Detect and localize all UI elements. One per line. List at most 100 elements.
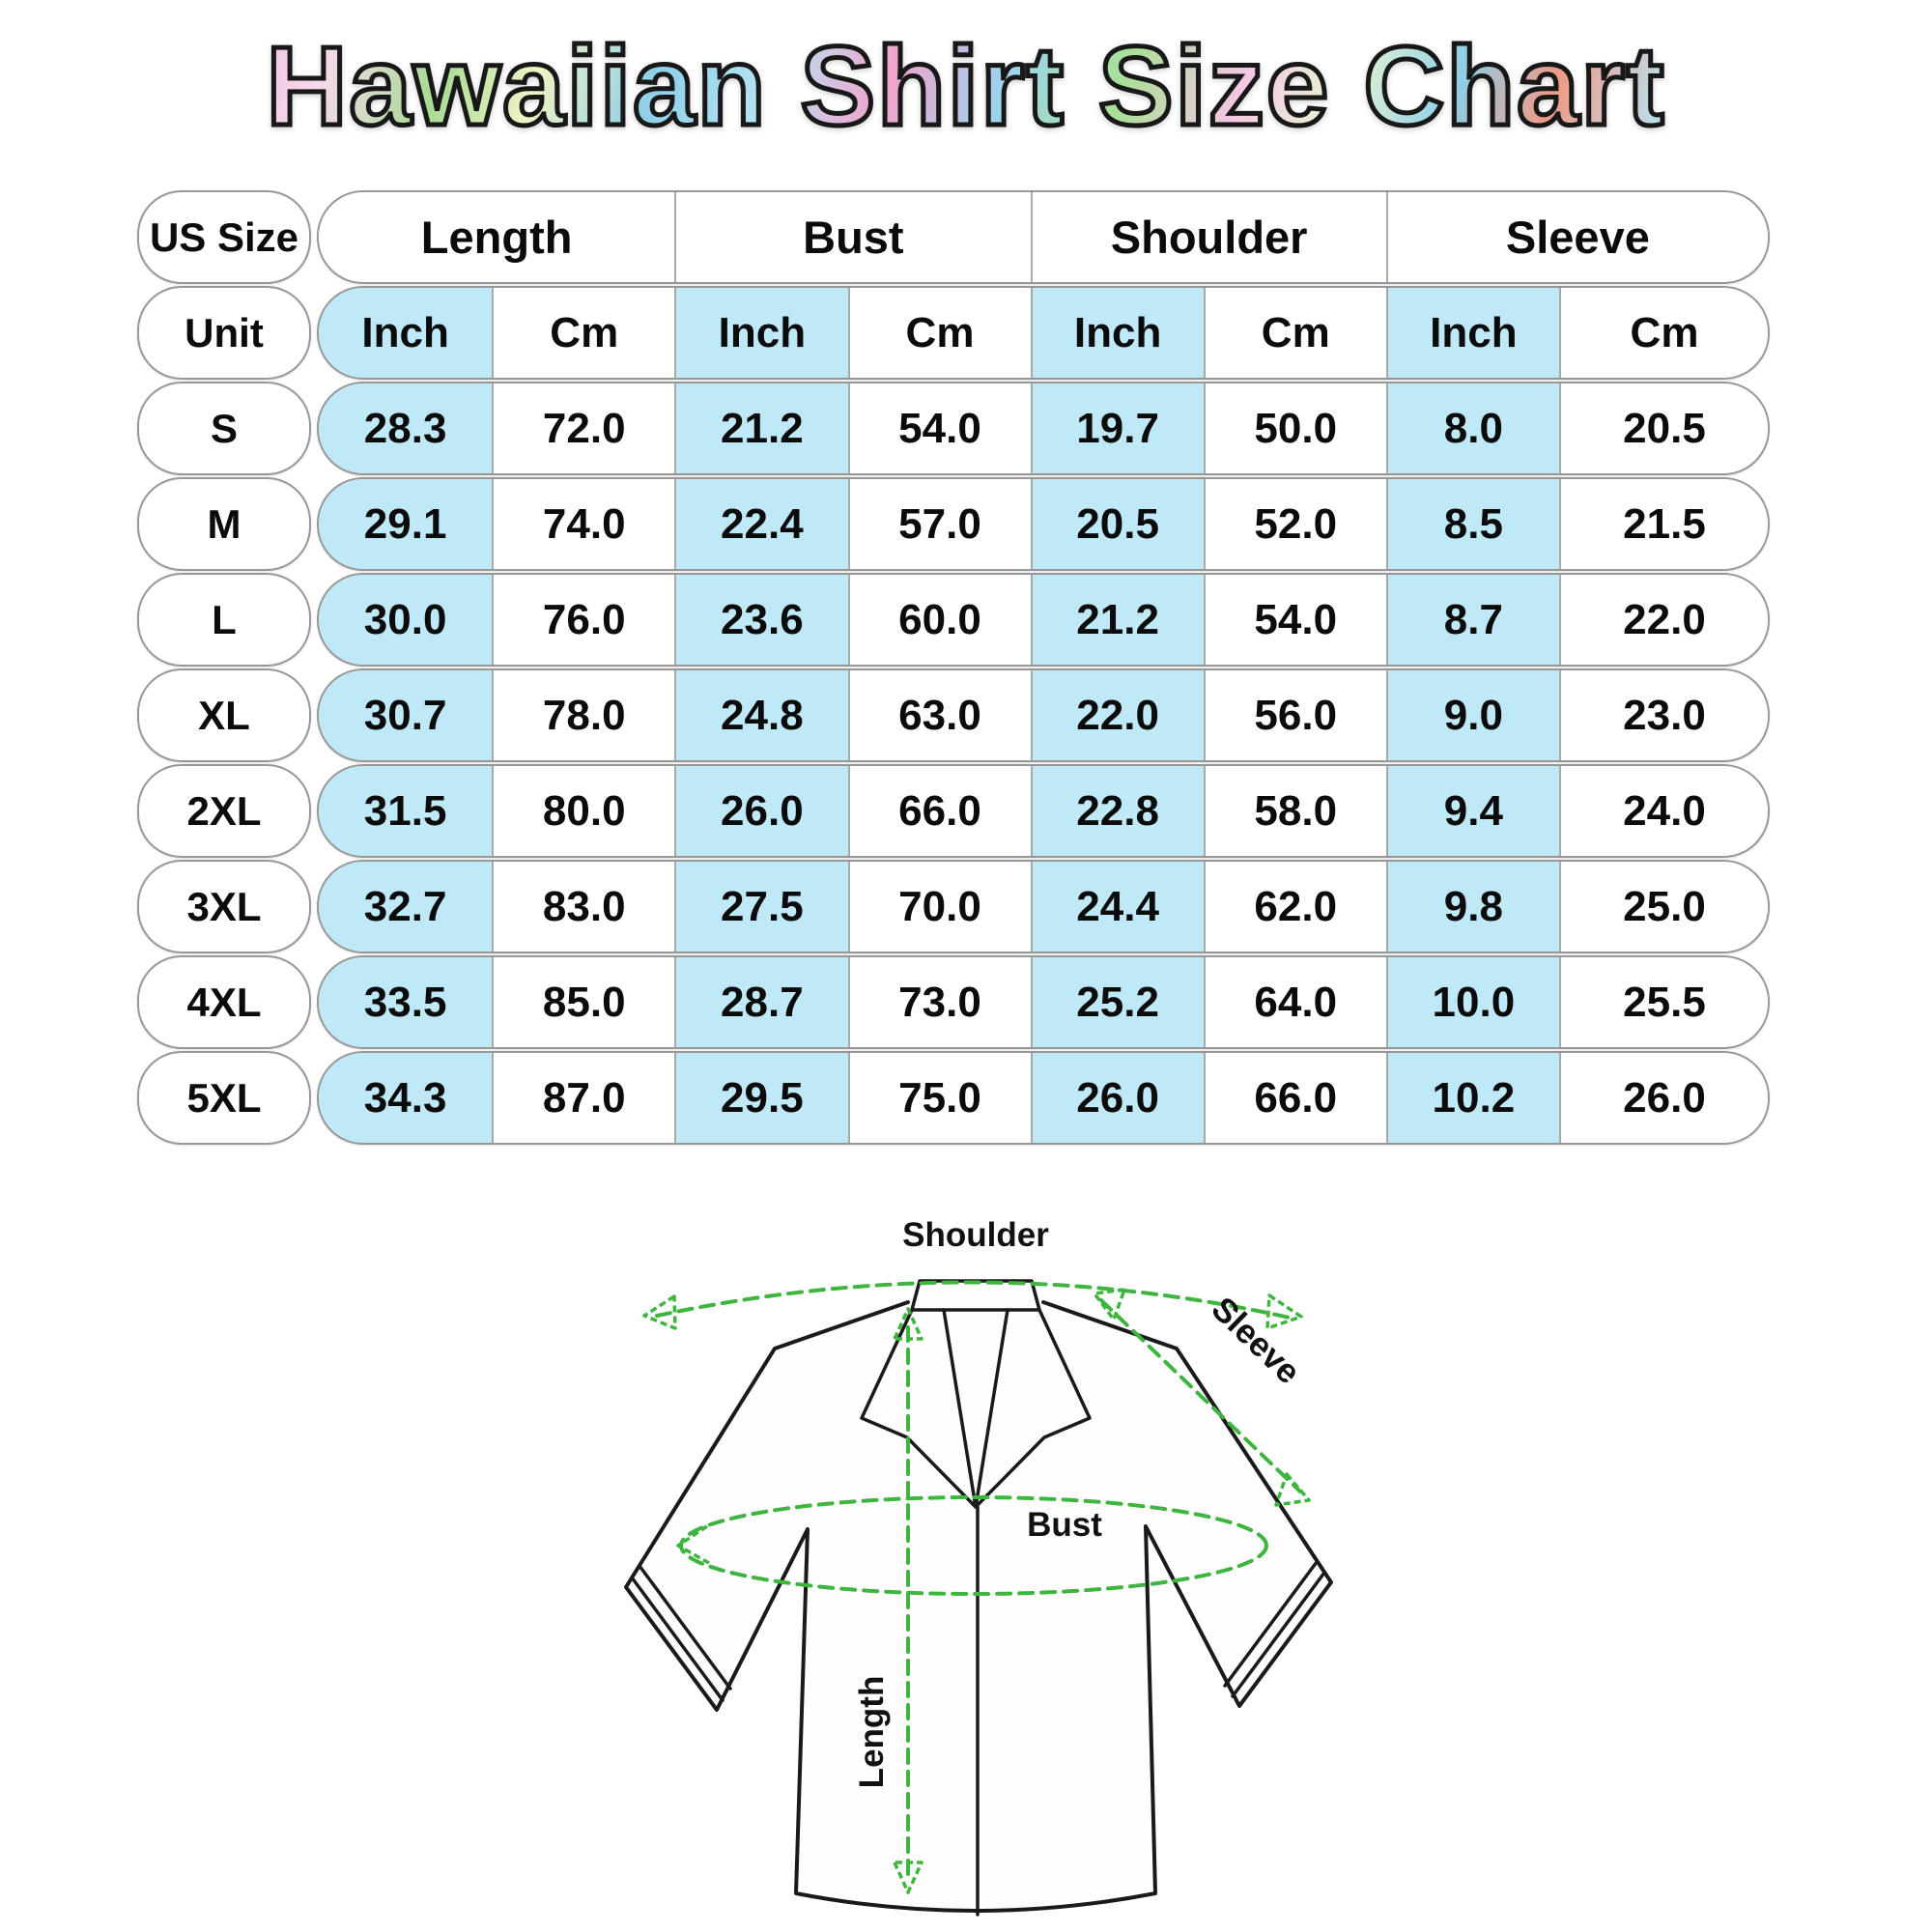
header-groups: Length Bust Shoulder Sleeve <box>317 190 1770 284</box>
unit-cell: Cm <box>1559 288 1768 378</box>
page-title: Hawaiian Shirt Size Chart <box>0 21 1932 152</box>
shirt-measurement-diagram: Shoulder Sleeve Bust Length <box>522 1206 1410 1932</box>
value-cell: 25.5 <box>1559 957 1768 1047</box>
table-row: XL 30.7 78.0 24.8 63.0 22.0 56.0 9.0 23.… <box>137 668 1770 762</box>
value-cell: 21.5 <box>1559 479 1768 569</box>
sleeve-arrow-bottom <box>1274 1472 1311 1507</box>
column-header-sleeve: Sleeve <box>1385 192 1768 282</box>
table-row: 4XL 33.5 85.0 28.7 73.0 25.2 64.0 10.0 2… <box>137 955 1770 1049</box>
table-header-row: US Size Length Bust Shoulder Sleeve <box>137 190 1770 284</box>
measurement-lines <box>655 1280 1302 1882</box>
column-header-shoulder: Shoulder <box>1030 192 1386 282</box>
value-cell: 23.0 <box>1559 670 1768 760</box>
table-unit-row: Unit Inch Cm Inch Cm Inch Cm Inch Cm <box>137 286 1770 380</box>
size-label: 2XL <box>137 764 311 858</box>
size-label: 4XL <box>137 955 311 1049</box>
sleeve-label: Sleeve <box>1205 1290 1308 1391</box>
size-label: 3XL <box>137 860 311 953</box>
shoulder-measure-line <box>655 1280 1292 1320</box>
shoulder-label: Shoulder <box>902 1216 1049 1254</box>
unit-cell: Inch <box>1385 288 1559 378</box>
table-row: 5XL 34.3 87.0 29.5 75.0 26.0 66.0 10.2 2… <box>137 1051 1770 1145</box>
measurement-arrowheads <box>642 1288 1311 1894</box>
value-cell: 70.0 <box>847 862 1031 952</box>
value-cell: 75.0 <box>847 1053 1031 1143</box>
table-row: L 30.0 76.0 23.6 60.0 21.2 54.0 8.7 22.0 <box>137 573 1770 667</box>
value-cell: 26.0 <box>1559 1053 1768 1143</box>
value-cell: 28.3 <box>319 384 493 473</box>
value-cell: 9.4 <box>1385 766 1559 856</box>
unit-cell: Cm <box>847 288 1031 378</box>
value-cell: 52.0 <box>1203 479 1386 569</box>
value-cell: 22.0 <box>1030 670 1204 760</box>
value-cell: 21.2 <box>674 384 848 473</box>
size-label: M <box>137 477 311 571</box>
value-cell: 26.0 <box>674 766 848 856</box>
value-cell: 73.0 <box>847 957 1031 1047</box>
size-label: S <box>137 382 311 475</box>
value-cell: 23.6 <box>674 575 848 665</box>
sleeve-measure-line <box>1099 1298 1302 1493</box>
size-label: 5XL <box>137 1051 311 1145</box>
value-cell: 72.0 <box>492 384 675 473</box>
value-cell: 26.0 <box>1030 1053 1204 1143</box>
value-cell: 62.0 <box>1203 862 1386 952</box>
bust-arrow-left <box>676 1524 710 1565</box>
column-header-bust: Bust <box>674 192 1031 282</box>
length-arrow-bottom <box>893 1861 923 1894</box>
unit-cell: Cm <box>492 288 675 378</box>
unit-cell: Cm <box>1203 288 1386 378</box>
value-cell: 87.0 <box>492 1053 675 1143</box>
value-cell: 31.5 <box>319 766 493 856</box>
value-cell: 54.0 <box>847 384 1031 473</box>
value-cell: 80.0 <box>492 766 675 856</box>
unit-cell: Inch <box>319 288 493 378</box>
value-cell: 85.0 <box>492 957 675 1047</box>
value-cell: 9.8 <box>1385 862 1559 952</box>
value-cell: 8.7 <box>1385 575 1559 665</box>
value-cell: 24.8 <box>674 670 848 760</box>
sleeve-arrow-top <box>1093 1288 1126 1321</box>
column-header-length: Length <box>319 192 675 282</box>
value-cell: 25.0 <box>1559 862 1768 952</box>
value-cell: 9.0 <box>1385 670 1559 760</box>
size-label: XL <box>137 668 311 762</box>
value-cell: 10.2 <box>1385 1053 1559 1143</box>
value-cell: 64.0 <box>1203 957 1386 1047</box>
value-cell: 74.0 <box>492 479 675 569</box>
shirt-diagram-svg: Shoulder Sleeve Bust Length <box>624 1216 1333 1917</box>
corner-label: US Size <box>137 190 311 284</box>
value-cell: 76.0 <box>492 575 675 665</box>
value-cell: 54.0 <box>1203 575 1386 665</box>
value-cell: 22.0 <box>1559 575 1768 665</box>
value-cell: 22.4 <box>674 479 848 569</box>
value-cell: 8.0 <box>1385 384 1559 473</box>
table-row: M 29.1 74.0 22.4 57.0 20.5 52.0 8.5 21.5 <box>137 477 1770 571</box>
size-label: L <box>137 573 311 667</box>
table-row: 2XL 31.5 80.0 26.0 66.0 22.8 58.0 9.4 24… <box>137 764 1770 858</box>
value-cell: 24.4 <box>1030 862 1204 952</box>
value-cell: 20.5 <box>1559 384 1768 473</box>
table-row: 3XL 32.7 83.0 27.5 70.0 24.4 62.0 9.8 25… <box>137 860 1770 953</box>
value-cell: 60.0 <box>847 575 1031 665</box>
value-cell: 66.0 <box>847 766 1031 856</box>
value-cell: 29.5 <box>674 1053 848 1143</box>
value-cell: 27.5 <box>674 862 848 952</box>
value-cell: 8.5 <box>1385 479 1559 569</box>
value-cell: 20.5 <box>1030 479 1204 569</box>
value-cell: 25.2 <box>1030 957 1204 1047</box>
value-cell: 10.0 <box>1385 957 1559 1047</box>
length-label: Length <box>853 1676 891 1789</box>
value-cell: 22.8 <box>1030 766 1204 856</box>
value-cell: 32.7 <box>319 862 493 952</box>
value-cell: 33.5 <box>319 957 493 1047</box>
value-cell: 50.0 <box>1203 384 1386 473</box>
table-row: S 28.3 72.0 21.2 54.0 19.7 50.0 8.0 20.5 <box>137 382 1770 475</box>
value-cell: 34.3 <box>319 1053 493 1143</box>
bust-label: Bust <box>1027 1506 1102 1544</box>
length-arrow-top <box>893 1307 923 1341</box>
unit-cell: Inch <box>674 288 848 378</box>
unit-cell: Inch <box>1030 288 1204 378</box>
value-cell: 24.0 <box>1559 766 1768 856</box>
value-cell: 30.0 <box>319 575 493 665</box>
